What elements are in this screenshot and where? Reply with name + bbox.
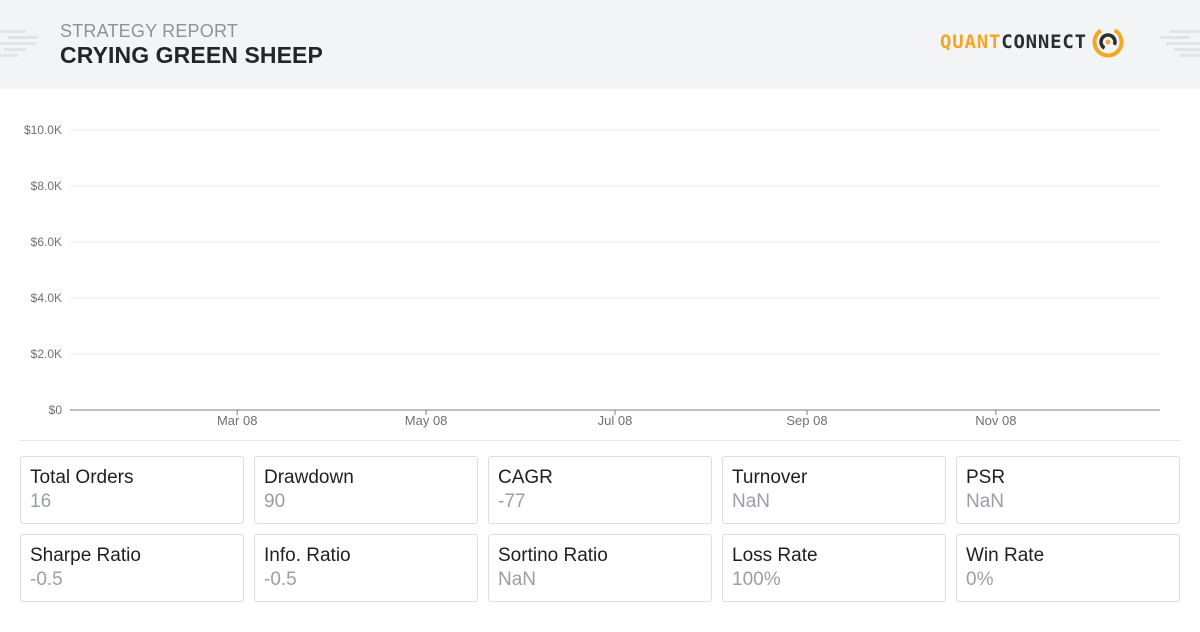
metric-value: 100% — [732, 569, 781, 590]
report-header: STRATEGY REPORT CRYING GREEN SHEEP QUANT… — [0, 0, 1200, 89]
metric-card: Drawdown 90 — [254, 456, 478, 524]
metric-card: Sortino Ratio NaN — [488, 534, 712, 602]
decorative-lines-right-icon — [1160, 30, 1200, 57]
y-tick-label: $4.0K — [31, 291, 62, 305]
metric-label: Info. Ratio — [264, 545, 351, 566]
decorative-lines-left-icon — [0, 30, 38, 57]
metric-label: Sharpe Ratio — [30, 545, 141, 566]
quantconnect-logo-icon — [1092, 26, 1124, 58]
metric-card: Sharpe Ratio -0.5 — [20, 534, 244, 602]
y-tick-label: $6.0K — [31, 235, 62, 249]
metric-value: NaN — [498, 569, 537, 590]
metric-value: -77 — [498, 491, 526, 512]
metric-value: -0.5 — [30, 569, 63, 590]
metric-card: PSR NaN — [956, 456, 1180, 524]
strategy-name: CRYING GREEN SHEEP — [60, 42, 323, 68]
quantconnect-logo: QUANT CONNECT — [940, 24, 1125, 60]
metric-value: NaN — [732, 491, 771, 512]
y-tick-label: $10.0K — [24, 123, 62, 137]
x-tick-label: May 08 — [405, 413, 448, 428]
metric-value: -0.5 — [264, 569, 297, 590]
metric-card: Turnover NaN — [722, 456, 946, 524]
report-subtitle: STRATEGY REPORT — [60, 21, 239, 41]
x-tick-label: Nov 08 — [975, 413, 1016, 428]
metric-value: 16 — [30, 491, 52, 512]
metric-label: Turnover — [732, 467, 808, 488]
y-tick-label: $2.0K — [31, 347, 62, 361]
metric-label: CAGR — [498, 467, 553, 488]
metric-label: PSR — [966, 467, 1006, 488]
equity-chart-svg: $0 $2.0K $4.0K $6.0K $8.0K $10.0K Mar 08 May 08… — [24, 123, 1160, 428]
y-tick-label: $0 — [49, 403, 63, 417]
logo-text-connect: CONNECT — [1001, 31, 1087, 53]
metric-card: CAGR -77 — [488, 456, 712, 524]
metric-value: 90 — [264, 491, 286, 512]
metric-label: Win Rate — [966, 545, 1045, 566]
metric-label: Loss Rate — [732, 545, 818, 566]
metric-card: Info. Ratio -0.5 — [254, 534, 478, 602]
metric-label: Total Orders — [30, 467, 134, 488]
metric-label: Drawdown — [264, 467, 354, 488]
equity-chart: $0 $2.0K $4.0K $6.0K $8.0K $10.0K Mar 08 May 08… — [0, 90, 1200, 440]
logo-text-quant: QUANT — [940, 31, 1002, 53]
x-tick-label: Mar 08 — [217, 413, 257, 428]
metric-value: NaN — [966, 491, 1005, 512]
metric-value: 0% — [966, 569, 994, 590]
y-tick-label: $8.0K — [31, 179, 62, 193]
x-tick-label: Jul 08 — [598, 413, 633, 428]
metric-card: Total Orders 16 — [20, 456, 244, 524]
x-tick-label: Sep 08 — [786, 413, 827, 428]
chart-divider — [20, 440, 1180, 441]
metric-label: Sortino Ratio — [498, 545, 608, 566]
metric-card: Win Rate 0% — [956, 534, 1180, 602]
metric-card: Loss Rate 100% — [722, 534, 946, 602]
